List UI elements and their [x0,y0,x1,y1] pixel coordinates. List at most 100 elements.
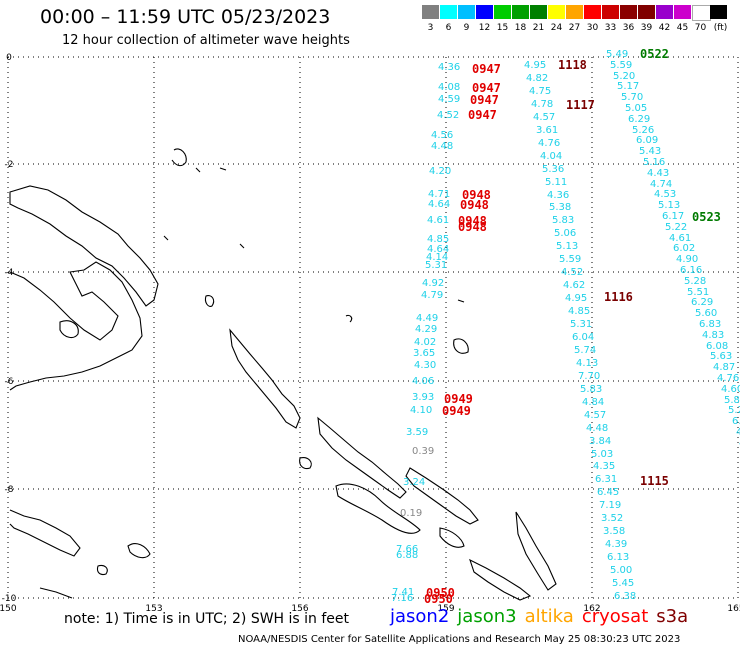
pass-time: 0948 [462,188,491,202]
legend-cryosat: cryosat [581,606,649,627]
y-tick-label: -8 [5,485,14,495]
swh-value: 4.64 [428,199,451,210]
swh-value: 4.74 [650,179,673,190]
swh-value: 0.19 [400,508,423,519]
lat-lon-grid [7,56,739,599]
swh-value: 4.02 [414,337,437,348]
swh-value: 5.26 [632,125,655,136]
swh-value: 5.88 [724,395,740,406]
colorbar-swatch [584,5,601,19]
swh-value: 5.11 [545,177,568,188]
legend-jason2: jason2 [390,606,450,627]
y-tick-label: -6 [5,377,14,387]
swh-value: 7.66 [396,544,419,555]
swh-value: 4.14 [426,252,449,263]
colorbar-swatch [566,5,583,19]
swh-value: 5.21 [728,405,740,416]
swh-value: 4.75 [529,86,552,97]
swh-value: 5.20 [613,71,636,82]
swh-value: 5.59 [559,254,582,265]
swh-value: 0.39 [412,446,435,457]
swh-value: 6.38 [614,591,637,602]
colorbar-label: 27 [568,23,581,33]
swh-value: 5.43 [639,146,662,157]
colorbar-label: 70 [694,23,707,33]
pass-time: 0949 [444,392,473,406]
swh-value: 4.95 [565,293,588,304]
swh-value: 3.59 [406,427,429,438]
swh-value: 5.83 [580,384,603,395]
swh-value: 4.78 [531,99,554,110]
swh-value: 4.61 [669,233,692,244]
swh-value: 3.58 [603,526,626,537]
footer-credit: NOAA/NESDIS Center for Satellite Applica… [238,634,681,645]
swh-value: 4.53 [654,189,677,200]
colorbar-swatch [512,5,529,19]
swh-value: 4.82 [526,73,549,84]
colorbar-label: 21 [532,23,545,33]
swh-value: 5.03 [591,449,614,460]
swh-value: 4.10 [410,405,433,416]
colorbar-swatch [548,5,565,19]
swh-value: 6.88 [396,550,419,561]
swh-value: 4.59 [438,94,461,105]
swh-value: 4.52 [437,110,460,121]
y-axis-ticks: 0 -2 -4 -6 -8 -10 [2,53,17,604]
colorbar-swatch [710,5,727,19]
colorbar-label: 42 [658,23,671,33]
swh-value: 5.45 [612,578,635,589]
swh-value: 5.00 [610,565,633,576]
swh-value: 4.83 [702,330,725,341]
swh-value: 5.22 [665,222,688,233]
swh-value: 4.37 [736,427,740,438]
swh-value: 4.29 [415,324,438,335]
swh-value: 3.52 [601,513,624,524]
swh-value: 5.05 [625,103,648,114]
colorbar-label: (ft) [713,23,728,33]
swh-value: 4.57 [533,112,556,123]
swh-value: 4.56 [431,130,454,141]
swh-value: 5.13 [556,241,579,252]
swh-value: 6.29 [628,114,651,125]
swh-value: 5.31 [570,319,593,330]
colorbar-label: 36 [622,23,635,33]
pass-time: 0950 [426,586,455,600]
swh-value: 5.63 [710,351,733,362]
swh-value: 4.71 [428,189,451,200]
swh-value: 5.59 [610,60,633,71]
swh-value: 4.95 [524,60,547,71]
pass-time: 0949 [442,404,471,418]
x-tick-label: 156 [291,604,308,614]
swh-value: 5.70 [621,92,644,103]
x-axis-ticks: 150 153 156 159 162 165 [0,604,740,614]
swh-value: 4.13 [576,358,599,369]
swh-value: 5.13 [658,200,681,211]
legend-s3a: s3a [656,606,689,627]
colorbar-label: 33 [604,23,617,33]
pass-time: 1118 [558,58,587,72]
swh-value: 4.04 [540,151,563,162]
swh-value: 4.06 [412,376,435,387]
x-tick-label: 153 [145,604,162,614]
x-tick-label: 165 [727,604,740,614]
colorbar-label: 3 [427,23,434,33]
pass-time: 0522 [640,47,669,61]
y-tick-label: -2 [5,160,14,170]
swh-value: 4.35 [593,461,616,472]
x-tick-label: 159 [437,604,454,614]
pass-time: 1115 [640,474,669,488]
legend-jason3: jason3 [457,606,517,627]
chart-subtitle: 12 hour collection of altimeter wave hei… [62,33,350,48]
colorbar-swatch [494,5,511,19]
swh-value: 5.49 [606,49,629,60]
swh-value: 5.74 [574,345,597,356]
swh-value: 3.84 [589,436,612,447]
swh-value: 5.60 [695,308,718,319]
coastline [9,148,557,601]
swh-value: 4.85 [568,306,591,317]
swh-value: 6.08 [706,341,729,352]
swh-value: 7.16 [391,593,414,604]
pass-time: 0950 [424,592,453,606]
pass-time: 0948 [458,220,487,234]
chart-title: 00:00 – 11:59 UTC 05/23/2023 [40,6,331,28]
